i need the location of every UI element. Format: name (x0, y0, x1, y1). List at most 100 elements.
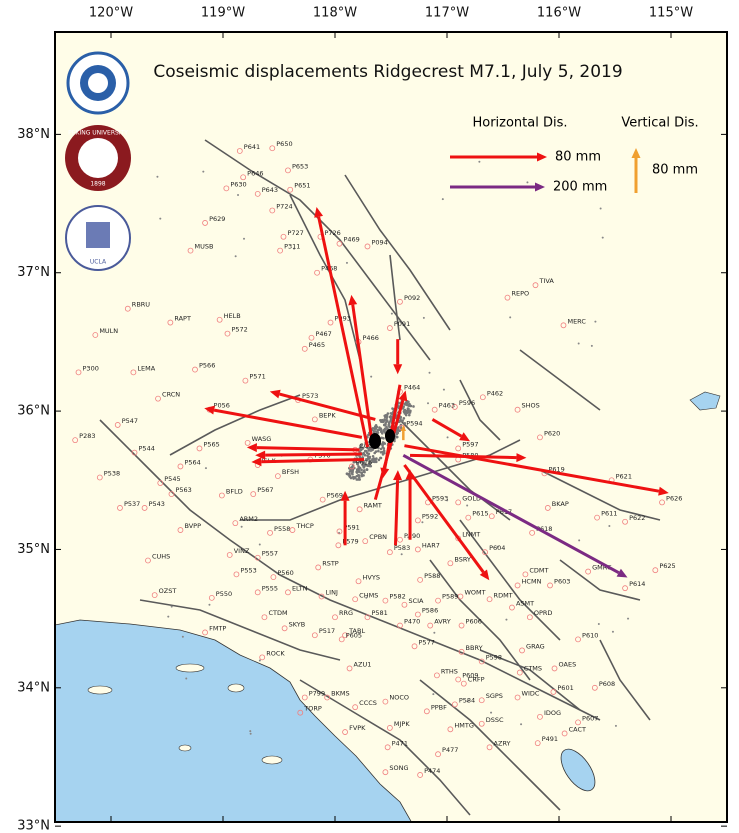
earthquake (490, 711, 493, 714)
station (285, 589, 291, 596)
earthquake (368, 455, 372, 459)
station-label: SHOS (522, 402, 540, 410)
station-label: P571 (249, 373, 265, 381)
y-tick-label: 35°N (17, 542, 50, 557)
station (386, 549, 393, 556)
station-label: P619 (548, 465, 564, 473)
station (478, 697, 485, 704)
station (308, 334, 315, 341)
station (414, 611, 421, 618)
station-label: P611 (601, 510, 617, 518)
earthquake (398, 429, 401, 433)
station-label: IDOG (544, 709, 561, 717)
station-label: P565 (203, 440, 219, 448)
station (504, 294, 511, 301)
station (301, 694, 308, 701)
earthquake (381, 453, 385, 456)
displacement-vector-head (405, 469, 415, 480)
station (352, 596, 359, 603)
displacement-vector (261, 458, 365, 464)
station-label: P557 (262, 550, 278, 558)
displacement-vector (403, 464, 485, 574)
station-label: P586 (422, 606, 438, 614)
legend-arrow-head (537, 152, 547, 162)
station (289, 527, 296, 533)
station-label: P471 (392, 739, 408, 747)
station (397, 536, 403, 543)
earthquake (348, 472, 351, 476)
station (202, 220, 208, 226)
station (550, 689, 557, 695)
earthquake (397, 426, 400, 429)
station-label: P584 (459, 696, 475, 704)
station (465, 514, 472, 521)
station-label: BBRY (466, 644, 483, 652)
station (384, 744, 391, 751)
station (364, 243, 371, 250)
earthquake (505, 618, 508, 621)
earthquake (293, 247, 296, 250)
station (269, 145, 276, 152)
station-label: AZU1 (354, 660, 372, 668)
station-label: SGPS (486, 692, 503, 700)
station (414, 517, 421, 524)
earthquake (478, 160, 481, 163)
station-label: P591 (343, 523, 359, 531)
earthquake (380, 432, 384, 435)
station (314, 269, 320, 276)
station-label: TABL (348, 627, 365, 635)
earthquake (360, 471, 363, 475)
station-label: CACT (569, 725, 586, 733)
station-label: CTDM (268, 609, 287, 617)
station-label: P577 (419, 638, 435, 646)
earthquake (359, 448, 363, 452)
earthquake (371, 460, 375, 464)
station (478, 658, 485, 665)
earthquake (597, 622, 600, 625)
earthquake (371, 458, 374, 461)
earthquake (348, 474, 352, 478)
station (311, 416, 318, 423)
station-label: BFLD (226, 487, 243, 495)
earthquake (353, 466, 356, 470)
earthquake (237, 194, 240, 197)
earthquake (371, 427, 375, 430)
station (324, 694, 331, 701)
earthquake (367, 433, 370, 437)
station (315, 564, 322, 571)
station-label: GOLD (462, 494, 481, 502)
station (96, 474, 103, 481)
displacement-vector (402, 454, 620, 574)
station (151, 592, 158, 598)
displacement-vector (410, 453, 517, 460)
logo-text: UCLA (90, 259, 107, 266)
earthquake (240, 525, 243, 528)
station (145, 557, 151, 564)
station-label: P608 (599, 680, 615, 688)
legend-arrow-head (535, 182, 545, 192)
earthquake (407, 410, 410, 413)
station (318, 593, 325, 600)
earthquake (369, 450, 372, 453)
station-label: BKMS (331, 689, 349, 697)
station (267, 529, 273, 536)
station-label: P607 (582, 714, 598, 722)
station (532, 282, 539, 289)
station (460, 680, 467, 687)
station (414, 546, 421, 553)
earthquake (395, 435, 399, 439)
displacement-vector (256, 446, 360, 452)
station-label: P283 (79, 432, 95, 440)
station (192, 366, 198, 373)
logo-text: PEKING UNIVERSITY (68, 130, 128, 137)
earthquake (365, 468, 369, 472)
x-tick-label: 115°W (649, 6, 693, 21)
earthquake (356, 461, 360, 465)
earthquake (408, 404, 411, 408)
station-label: BVPP (184, 522, 201, 530)
ocean (55, 619, 412, 822)
station-label: ASMT (516, 600, 534, 608)
earthquake (611, 630, 614, 633)
station-label: P091 (394, 320, 410, 328)
